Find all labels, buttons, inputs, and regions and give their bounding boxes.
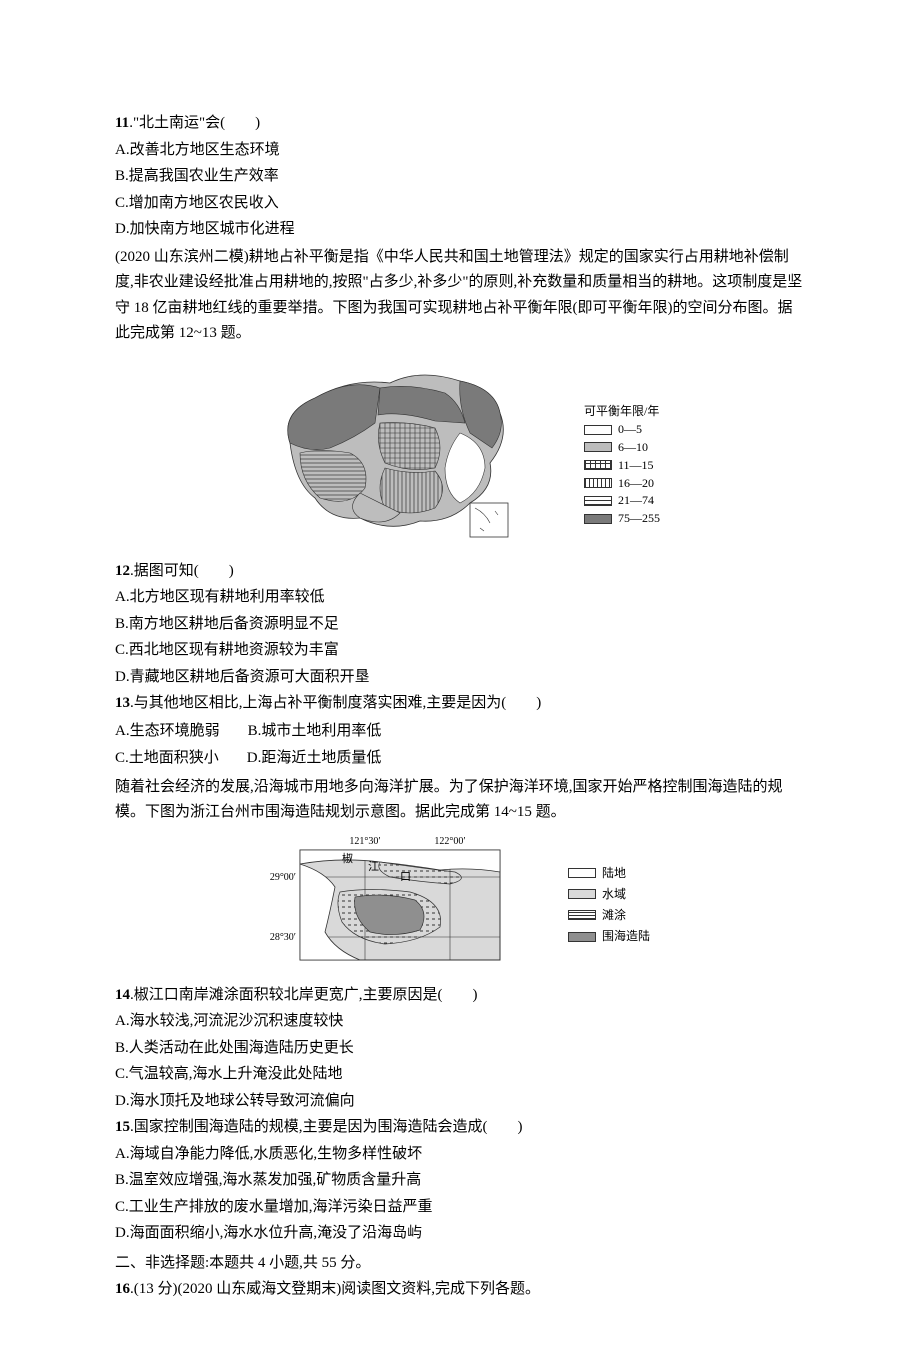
legend2-row-2: 滩涂 <box>568 906 650 925</box>
map1-legend-title: 可平衡年限/年 <box>584 403 660 420</box>
q11-stem: 11."北土南运"会( ) <box>115 111 805 137</box>
q14-opt-b[interactable]: B.人类活动在此处围海造陆历史更长 <box>115 1036 805 1062</box>
taizhou-map-icon: 121°30′ 122°00′ 29°00′ 28°30′ 椒 江 口 <box>270 832 530 972</box>
q14-opt-a[interactable]: A.海水较浅,河流泥沙沉积速度较快 <box>115 1009 805 1035</box>
lat1-label: 29°00′ <box>270 872 296 883</box>
river-a: 椒 <box>342 851 353 865</box>
map1-legend: 可平衡年限/年 0—5 6—10 11—15 16—20 21—74 75—25… <box>584 403 660 529</box>
q12-opt-b[interactable]: B.南方地区耕地后备资源明显不足 <box>115 612 805 638</box>
q13-stem: 13.与其他地区相比,上海占补平衡制度落实困难,主要是因为( ) <box>115 691 805 717</box>
legend2-row-0: 陆地 <box>568 864 650 883</box>
q12-stem-text: 据图可知( ) <box>134 563 234 579</box>
q14-opt-d[interactable]: D.海水顶托及地球公转导致河流偏向 <box>115 1089 805 1115</box>
legend1-row-0: 0—5 <box>584 421 660 438</box>
q13-opt-a[interactable]: A.生态环境脆弱 <box>115 719 220 745</box>
river-c: 口 <box>400 871 411 883</box>
lat2-label: 28°30′ <box>270 932 296 943</box>
q16-stem-text: (13 分)(2020 山东威海文登期末)阅读图文资料,完成下列各题。 <box>134 1281 540 1297</box>
legend1-row-5: 75—255 <box>584 510 660 527</box>
q12-stem: 12.据图可知( ) <box>115 559 805 585</box>
q12-opt-a[interactable]: A.北方地区现有耕地利用率较低 <box>115 585 805 611</box>
q11-opt-b[interactable]: B.提高我国农业生产效率 <box>115 164 805 190</box>
q13-number: 13 <box>115 695 130 711</box>
river-b: 江 <box>368 860 379 873</box>
q15-opt-a[interactable]: A.海域自净能力降低,水质恶化,生物多样性破坏 <box>115 1142 805 1168</box>
legend1-row-2: 11—15 <box>584 457 660 474</box>
q16-number: 16 <box>115 1281 130 1297</box>
china-map-figure: 可平衡年限/年 0—5 6—10 11—15 16—20 21—74 75—25… <box>115 353 805 553</box>
section-ii-title: 二、非选择题:本题共 4 小题,共 55 分。 <box>115 1251 805 1277</box>
q11-opt-c[interactable]: C.增加南方地区农民收入 <box>115 191 805 217</box>
passage-12-13: (2020 山东滨州二模)耕地占补平衡是指《中华人民共和国土地管理法》规定的国家… <box>115 245 805 347</box>
q13-opt-b[interactable]: B.城市土地利用率低 <box>248 719 382 745</box>
legend1-row-1: 6—10 <box>584 439 660 456</box>
q14-number: 14 <box>115 987 130 1003</box>
q15-opt-b[interactable]: B.温室效应增强,海水蒸发加强,矿物质含量升高 <box>115 1168 805 1194</box>
legend2-row-3: 围海造陆 <box>568 927 650 946</box>
q11-number: 11 <box>115 115 129 131</box>
q12-opt-d[interactable]: D.青藏地区耕地后备资源可大面积开垦 <box>115 665 805 691</box>
q13-opt-c[interactable]: C.土地面积狭小 <box>115 746 219 772</box>
q15-stem-text: 国家控制围海造陆的规模,主要是因为围海造陆会造成( ) <box>134 1119 523 1135</box>
q14-stem: 14.椒江口南岸滩涂面积较北岸更宽广,主要原因是( ) <box>115 983 805 1009</box>
taizhou-map-figure: 121°30′ 122°00′ 29°00′ 28°30′ 椒 江 口 陆地 水… <box>115 832 805 977</box>
china-map-icon <box>260 353 520 543</box>
q16-stem: 16.(13 分)(2020 山东威海文登期末)阅读图文资料,完成下列各题。 <box>115 1277 805 1303</box>
q13-stem-text: 与其他地区相比,上海占补平衡制度落实困难,主要是因为( ) <box>134 695 542 711</box>
q12-number: 12 <box>115 563 130 579</box>
q11-stem-text: "北土南运"会( ) <box>133 115 260 131</box>
q15-opt-d[interactable]: D.海面面积缩小,海水水位升高,淹没了沿海岛屿 <box>115 1221 805 1247</box>
legend2-row-1: 水域 <box>568 885 650 904</box>
passage-14-15: 随着社会经济的发展,沿海城市用地多向海洋扩展。为了保护海洋环境,国家开始严格控制… <box>115 775 805 826</box>
map2-legend: 陆地 水域 滩涂 围海造陆 <box>568 862 650 949</box>
q14-stem-text: 椒江口南岸滩涂面积较北岸更宽广,主要原因是( ) <box>134 987 478 1003</box>
q11-opt-a[interactable]: A.改善北方地区生态环境 <box>115 138 805 164</box>
legend1-row-4: 21—74 <box>584 492 660 509</box>
lon2-label: 122°00′ <box>434 836 465 847</box>
q13-opt-d[interactable]: D.距海近土地质量低 <box>247 746 382 772</box>
lon1-label: 121°30′ <box>349 836 380 847</box>
q12-opt-c[interactable]: C.西北地区现有耕地资源较为丰富 <box>115 638 805 664</box>
legend1-row-3: 16—20 <box>584 475 660 492</box>
q11-opt-d[interactable]: D.加快南方地区城市化进程 <box>115 217 805 243</box>
q15-number: 15 <box>115 1119 130 1135</box>
q15-opt-c[interactable]: C.工业生产排放的废水量增加,海洋污染日益严重 <box>115 1195 805 1221</box>
q14-opt-c[interactable]: C.气温较高,海水上升淹没此处陆地 <box>115 1062 805 1088</box>
q15-stem: 15.国家控制围海造陆的规模,主要是因为围海造陆会造成( ) <box>115 1115 805 1141</box>
